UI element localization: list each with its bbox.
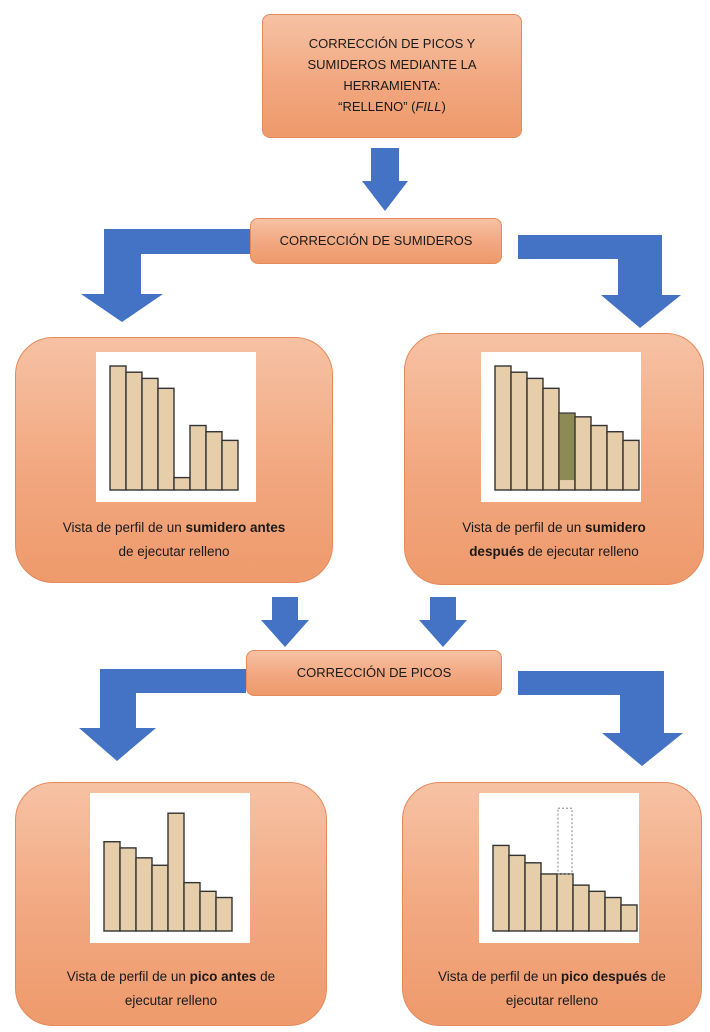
profile-bar — [590, 424, 608, 491]
title-box: CORRECCIÓN DE PICOS Y SUMIDEROS MEDIANTE… — [262, 14, 522, 138]
title-line-4: “RELLENO” (FILL) — [338, 98, 446, 114]
panel-peak-before: Vista de perfil de un pico antes de ejec… — [15, 782, 327, 1026]
panel-sink-after: Vista de perfil de un sumidero después d… — [404, 333, 704, 585]
profile-bar — [151, 864, 169, 932]
profile-bar — [173, 476, 191, 491]
peak-correction-label: CORRECCIÓN DE PICOS — [246, 650, 502, 696]
profile-bar — [141, 377, 159, 491]
profile-bar — [494, 365, 512, 491]
sink-correction-label: CORRECCIÓN DE SUMIDEROS — [250, 218, 502, 264]
panel-peak-after: Vista de perfil de un pico después de ej… — [402, 782, 702, 1026]
profile-bar — [125, 371, 143, 491]
chart-peak-before — [90, 793, 250, 943]
profile-bar — [215, 896, 233, 932]
chart-peak-after — [479, 793, 639, 943]
profile-bar — [588, 890, 606, 932]
profile-bar — [205, 431, 223, 491]
left-elbow-arrow-icon — [81, 229, 252, 322]
right-elbow-arrow-icon — [518, 235, 681, 328]
profile-bar — [526, 377, 544, 491]
profile-bar — [135, 857, 153, 932]
profile-bar — [167, 812, 185, 932]
title-line-1: CORRECCIÓN DE PICOS Y — [308, 36, 476, 52]
profile-bar — [221, 439, 239, 491]
profile-bar — [620, 904, 638, 932]
profile-bar — [183, 881, 201, 932]
panel-sink-before: Vista de perfil de un sumidero antes de … — [15, 337, 333, 583]
right-elbow-arrow-icon — [518, 671, 683, 766]
left-elbow-arrow-icon — [79, 669, 246, 761]
chart-sink-before — [96, 352, 256, 502]
profile-bar — [510, 371, 528, 491]
profile-bar — [103, 841, 121, 932]
profile-bar — [606, 431, 624, 491]
caption-sink-after: Vista de perfil de un sumidero después d… — [462, 520, 646, 559]
removed-peak-outline — [557, 807, 573, 875]
profile-bar — [508, 854, 526, 932]
title-line-2: SUMIDEROS MEDIANTE LA — [307, 57, 477, 73]
profile-bar — [524, 862, 542, 932]
caption-peak-after: Vista de perfil de un pico después de ej… — [438, 969, 666, 1008]
profile-bar — [540, 873, 558, 932]
down-arrow-icon — [362, 148, 408, 211]
title-line-3: HERRAMIENTA: — [343, 78, 441, 93]
profile-bar — [574, 416, 592, 491]
profile-bar — [157, 387, 175, 491]
profile-bar — [604, 896, 622, 932]
profile-bar — [492, 844, 510, 932]
profile-bar — [189, 424, 207, 491]
caption-peak-before: Vista de perfil de un pico antes de ejec… — [66, 969, 276, 1008]
profile-bar — [572, 884, 590, 932]
profile-bar — [542, 387, 560, 491]
profile-bar — [556, 873, 574, 932]
profile-bar — [119, 847, 137, 932]
profile-bar — [109, 365, 127, 491]
caption-sink-before: Vista de perfil de un sumidero antes de … — [62, 520, 286, 559]
filled-sink-segment — [559, 413, 575, 481]
down-arrow-icon — [261, 597, 309, 647]
down-arrow-icon — [419, 597, 467, 647]
profile-bar — [199, 890, 217, 932]
chart-sink-after — [481, 352, 641, 502]
profile-bar — [622, 439, 640, 491]
